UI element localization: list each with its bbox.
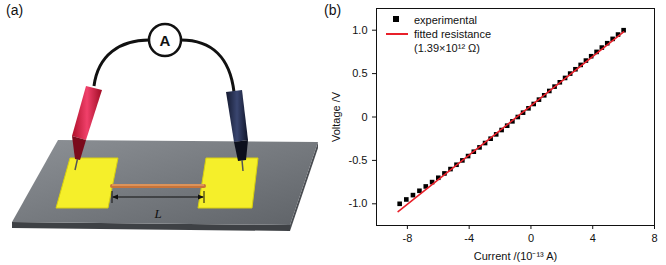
html-text:experimental: experimental [414,14,477,26]
svg-text:Voltage /V: Voltage /V [330,91,342,142]
svg-text:0: 0 [528,232,534,244]
svg-text:-0.5: -0.5 [349,154,368,166]
html-text:(b): (b) [324,2,342,18]
svg-text:-4: -4 [464,232,474,244]
svg-text:0: 0 [361,111,367,123]
html-text:(1.39×10¹² Ω): (1.39×10¹² Ω) [414,42,480,54]
svg-text:4: 4 [590,232,596,244]
svg-text:A: A [160,32,171,49]
svg-text:8: 8 [651,232,657,244]
svg-text:0.5: 0.5 [352,67,367,79]
svg-text:Current /(10⁻¹³ A): Current /(10⁻¹³ A) [474,250,557,262]
html-text:fitted resistance: fitted resistance [414,28,491,40]
svg-text:-1.0: -1.0 [349,197,368,209]
svg-text:-8: -8 [402,232,412,244]
svg-text:1.0: 1.0 [352,24,367,36]
html-text:(a): (a) [6,2,24,18]
svg-text:L: L [153,206,161,221]
